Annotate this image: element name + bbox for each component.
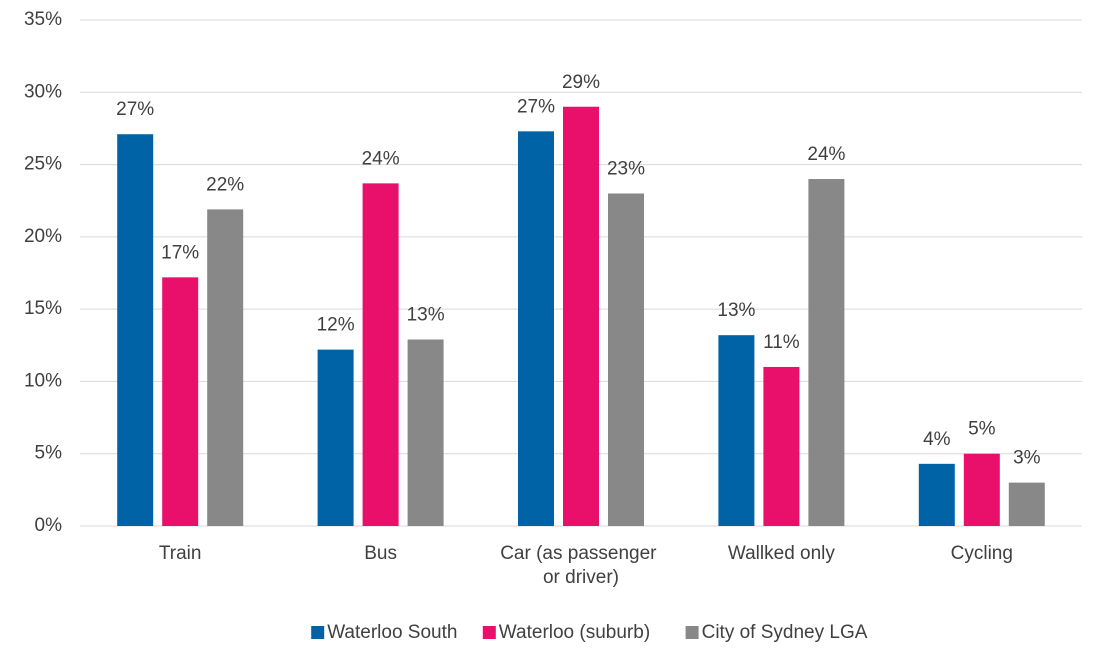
legend-label: Waterloo (suburb) <box>499 622 650 643</box>
legend-label: City of Sydney LGA <box>702 622 868 643</box>
data-label: 13% <box>407 305 445 326</box>
y-tick-label: 15% <box>24 298 62 319</box>
bar <box>918 463 955 526</box>
data-label: 11% <box>763 332 800 353</box>
data-label: 23% <box>607 159 645 180</box>
x-tick-label: Bus <box>364 543 397 564</box>
data-label: 4% <box>923 429 951 450</box>
bar <box>207 209 244 527</box>
data-label: 24% <box>807 144 845 165</box>
y-tick-label: 5% <box>35 443 63 464</box>
x-tick-label: Car (as passenger or driver) <box>500 543 662 588</box>
bar <box>563 106 599 526</box>
y-tick-label: 25% <box>24 154 62 175</box>
bar <box>362 183 399 526</box>
data-label: 17% <box>161 242 199 263</box>
legend-swatch <box>482 626 496 639</box>
data-label: 5% <box>968 419 996 440</box>
y-tick-label: 30% <box>24 81 62 102</box>
data-label: 27% <box>116 99 154 120</box>
legend-label: Waterloo South <box>327 622 457 643</box>
data-label: 29% <box>562 72 600 93</box>
bar <box>407 339 444 526</box>
data-label: 27% <box>517 96 555 117</box>
y-tick-label: 10% <box>24 370 62 391</box>
data-label: 13% <box>717 300 755 321</box>
data-label: 22% <box>206 174 244 195</box>
x-tick-label: Wallked only <box>728 543 836 564</box>
y-tick-label: 0% <box>35 515 63 536</box>
bar <box>608 193 644 526</box>
bar <box>518 131 554 526</box>
x-tick-label: Cycling <box>951 543 1013 564</box>
y-tick-label: 35% <box>24 9 62 30</box>
bar <box>317 349 354 526</box>
bar <box>162 277 199 526</box>
data-label: 12% <box>317 315 355 336</box>
bar <box>808 179 845 526</box>
bar <box>718 335 755 526</box>
data-label: 3% <box>1013 448 1041 469</box>
bar <box>1008 482 1045 526</box>
data-label: 24% <box>362 148 400 169</box>
legend-swatch <box>311 626 325 639</box>
x-tick-line: or driver) <box>543 567 619 588</box>
legend-swatch <box>685 626 699 639</box>
bar <box>963 453 1000 526</box>
bar <box>763 366 800 526</box>
x-tick-label: Train <box>159 543 202 564</box>
bar <box>117 134 154 526</box>
x-tick-line: Car (as passenger <box>500 543 662 564</box>
y-tick-label: 20% <box>24 226 62 247</box>
